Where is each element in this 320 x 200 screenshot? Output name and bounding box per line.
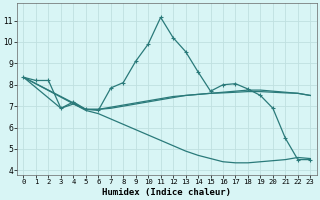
X-axis label: Humidex (Indice chaleur): Humidex (Indice chaleur) [102, 188, 231, 197]
